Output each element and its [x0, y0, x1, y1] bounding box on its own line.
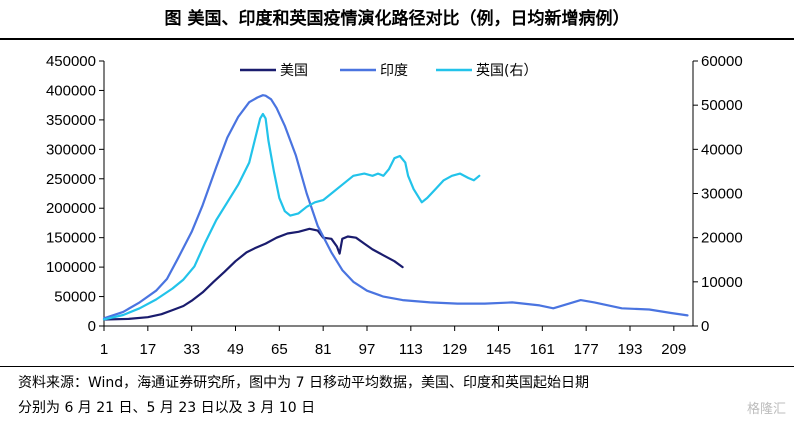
y-tick-label-left: 450000 — [46, 53, 96, 70]
legend-label-uk: 英国(右） — [476, 62, 537, 79]
line-chart: 0500001000001500002000002500003000003500… — [46, 53, 743, 358]
source-note-line1: 资料来源：Wind，海通证券研究所，图中为 7 日移动平均数据，美国、印度和英国… — [18, 375, 589, 391]
y-tick-label-right: 60000 — [701, 53, 743, 70]
chart-axes: 0500001000001500002000002500003000003500… — [46, 53, 743, 358]
y-tick-label-right: 20000 — [701, 230, 743, 247]
chart-legend: 美国 印度 英国(右） — [240, 62, 537, 79]
x-tick-label: 97 — [359, 341, 376, 358]
y-tick-label-left: 0 — [88, 318, 96, 335]
legend-label-india: 印度 — [380, 63, 408, 79]
y-tick-label-left: 200000 — [46, 200, 96, 217]
y-tick-label-left: 50000 — [54, 289, 96, 306]
y-tick-label-left: 150000 — [46, 230, 96, 247]
x-tick-label: 17 — [139, 341, 156, 358]
y-tick-label-right: 0 — [701, 318, 709, 335]
x-tick-label: 209 — [661, 341, 686, 358]
x-tick-label: 113 — [399, 341, 423, 358]
series-line-us — [102, 227, 404, 321]
series-lines — [102, 94, 689, 321]
y-tick-label-left: 400000 — [46, 82, 96, 99]
y-tick-label-right: 10000 — [701, 274, 743, 291]
chart-title: 图 美国、印度和英国疫情演化路径对比（例，日均新增病例） — [164, 9, 630, 29]
y-tick-label-right: 50000 — [701, 97, 743, 114]
y-tick-label-left: 300000 — [46, 141, 96, 158]
y-tick-label-right: 30000 — [701, 186, 743, 203]
source-note-line2: 分别为 6 月 21 日、5 月 23 日以及 3 月 10 日 — [18, 400, 316, 416]
x-tick-label: 145 — [486, 341, 511, 358]
watermark-text: 格隆汇 — [746, 402, 786, 417]
x-tick-label: 193 — [617, 341, 642, 358]
y-tick-label-left: 100000 — [46, 259, 96, 276]
x-tick-label: 161 — [530, 341, 555, 358]
top-rule — [0, 38, 794, 40]
x-tick-label: 1 — [100, 341, 108, 358]
watermark-logo: 格隆汇 — [747, 398, 786, 417]
series-line-india — [102, 94, 689, 320]
x-tick-label: 129 — [442, 341, 467, 358]
legend-label-us: 美国 — [280, 63, 308, 79]
x-tick-label: 81 — [315, 341, 332, 358]
x-tick-label: 177 — [574, 341, 599, 358]
y-tick-label-left: 350000 — [46, 112, 96, 129]
x-tick-label: 33 — [183, 341, 200, 358]
series-line-uk — [102, 112, 481, 321]
y-tick-label-left: 250000 — [46, 171, 96, 188]
x-tick-label: 65 — [271, 341, 288, 358]
x-tick-label: 49 — [227, 341, 244, 358]
bottom-rule — [0, 366, 794, 367]
y-tick-label-right: 40000 — [701, 141, 743, 158]
